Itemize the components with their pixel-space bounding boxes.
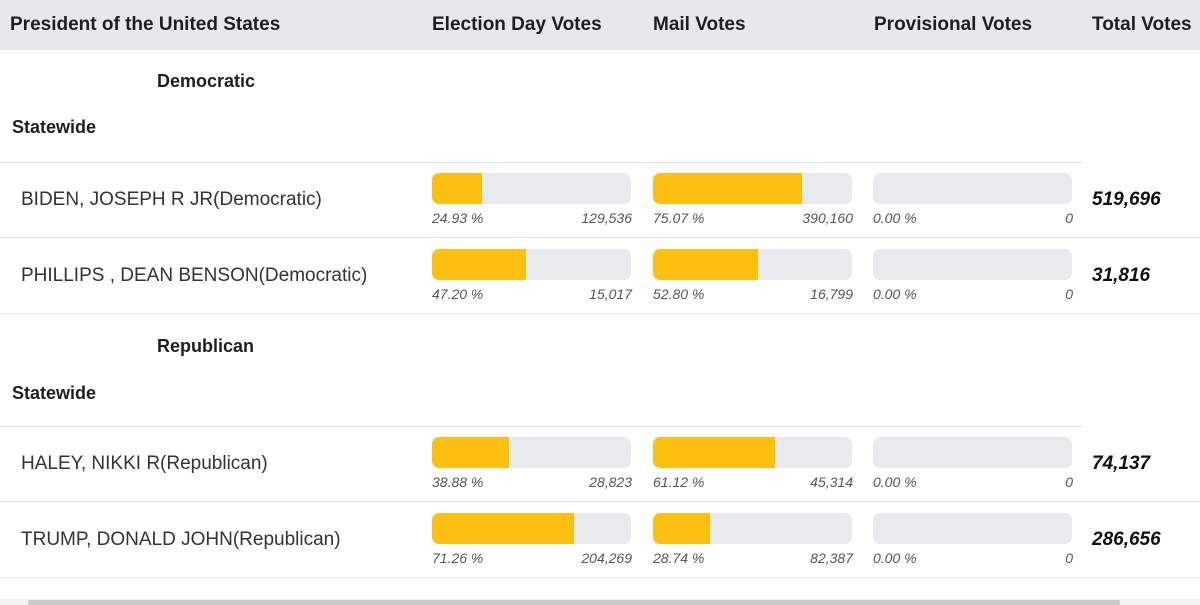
election-day-votes-cell: 47.20 % 15,017	[432, 249, 632, 305]
vote-count: 0	[1065, 210, 1073, 226]
mail-votes-cell: 52.80 % 16,799	[653, 249, 853, 305]
region-heading-statewide: Statewide	[12, 383, 97, 403]
mail-votes-cell: 75.07 % 390,160	[653, 173, 853, 229]
candidate-name: BIDEN, JOSEPH R JR(Democratic)	[21, 189, 322, 210]
candidate-name: PHILLIPS , DEAN BENSON(Democratic)	[21, 265, 368, 286]
row-divider	[0, 577, 1200, 578]
provisional-votes-cell: 0.00 % 0	[873, 173, 1073, 229]
election-day-votes-cell: 71.26 % 204,269	[432, 513, 632, 569]
vote-count: 390,160	[802, 210, 853, 226]
candidate-row: PHILLIPS , DEAN BENSON(Democratic) 47.20…	[0, 238, 1200, 314]
vote-share-bar	[873, 249, 1072, 280]
election-day-votes-header: Election Day Votes	[432, 14, 602, 35]
horizontal-scrollbar-thumb[interactable]	[28, 600, 1120, 605]
election-day-votes-cell: 38.88 % 28,823	[432, 437, 632, 493]
vote-share-bar	[653, 437, 852, 468]
vote-percent: 0.00 %	[873, 286, 917, 302]
contest-title-header: President of the United States	[10, 14, 281, 35]
total-votes: 31,816	[1092, 265, 1151, 286]
vote-count: 0	[1065, 286, 1073, 302]
provisional-votes-cell: 0.00 % 0	[873, 249, 1073, 305]
party-heading-republican: Republican	[157, 336, 255, 356]
mail-votes-header: Mail Votes	[653, 14, 746, 35]
vote-share-bar	[653, 249, 852, 280]
vote-share-fill	[653, 249, 759, 280]
total-votes: 519,696	[1092, 189, 1161, 210]
vote-percent: 71.26 %	[432, 550, 484, 566]
vote-share-fill	[432, 249, 526, 280]
candidate-row: BIDEN, JOSEPH R JR(Democratic) 24.93 % 1…	[0, 162, 1200, 238]
vote-percent: 61.12 %	[653, 474, 705, 490]
candidate-name: TRUMP, DONALD JOHN(Republican)	[21, 529, 341, 550]
vote-percent: 0.00 %	[873, 550, 917, 566]
vote-count: 0	[1065, 550, 1073, 566]
vote-percent: 52.80 %	[653, 286, 705, 302]
provisional-votes-cell: 0.00 % 0	[873, 513, 1073, 569]
vote-share-fill	[432, 173, 482, 204]
vote-share-fill	[432, 437, 510, 468]
party-heading-democratic: Democratic	[157, 71, 256, 91]
vote-count: 82,387	[810, 550, 853, 566]
vote-share-bar	[432, 249, 631, 280]
region-heading-statewide: Statewide	[12, 117, 97, 137]
candidate-row: TRUMP, DONALD JOHN(Republican) 71.26 % 2…	[0, 502, 1200, 578]
vote-count: 0	[1065, 474, 1073, 490]
total-votes: 286,656	[1092, 529, 1161, 550]
candidate-row: HALEY, NIKKI R(Republican) 38.88 % 28,82…	[0, 426, 1200, 502]
vote-count: 45,314	[810, 474, 853, 490]
vote-percent: 47.20 %	[432, 286, 484, 302]
vote-share-bar	[432, 437, 631, 468]
candidate-name: HALEY, NIKKI R(Republican)	[21, 453, 268, 474]
mail-votes-cell: 61.12 % 45,314	[653, 437, 853, 493]
total-votes: 74,137	[1092, 453, 1151, 474]
vote-percent: 24.93 %	[432, 210, 484, 226]
vote-count: 204,269	[581, 550, 632, 566]
results-table-header: President of the United States Election …	[0, 0, 1200, 50]
provisional-votes-cell: 0.00 % 0	[873, 437, 1073, 493]
vote-count: 16,799	[810, 286, 853, 302]
vote-percent: 0.00 %	[873, 210, 917, 226]
vote-share-bar	[873, 513, 1072, 544]
vote-percent: 75.07 %	[653, 210, 705, 226]
row-divider	[0, 313, 1200, 314]
vote-count: 15,017	[589, 286, 632, 302]
vote-percent: 38.88 %	[432, 474, 484, 490]
vote-share-fill	[653, 437, 775, 468]
vote-percent: 0.00 %	[873, 474, 917, 490]
row-divider	[0, 501, 1200, 502]
mail-votes-cell: 28.74 % 82,387	[653, 513, 853, 569]
vote-count: 129,536	[581, 210, 632, 226]
vote-share-bar	[653, 173, 852, 204]
row-divider	[0, 237, 1200, 238]
vote-share-fill	[653, 513, 711, 544]
row-divider	[0, 162, 1082, 163]
vote-count: 28,823	[589, 474, 632, 490]
vote-share-bar	[432, 513, 631, 544]
total-votes-header: Total Votes	[1092, 14, 1192, 35]
vote-share-bar	[653, 513, 852, 544]
vote-share-fill	[653, 173, 803, 204]
vote-share-bar	[873, 173, 1072, 204]
row-divider	[0, 426, 1082, 427]
vote-percent: 28.74 %	[653, 550, 705, 566]
vote-share-bar	[873, 437, 1072, 468]
vote-share-bar	[432, 173, 631, 204]
vote-share-fill	[432, 513, 574, 544]
provisional-votes-header: Provisional Votes	[874, 14, 1033, 35]
election-day-votes-cell: 24.93 % 129,536	[432, 173, 632, 229]
